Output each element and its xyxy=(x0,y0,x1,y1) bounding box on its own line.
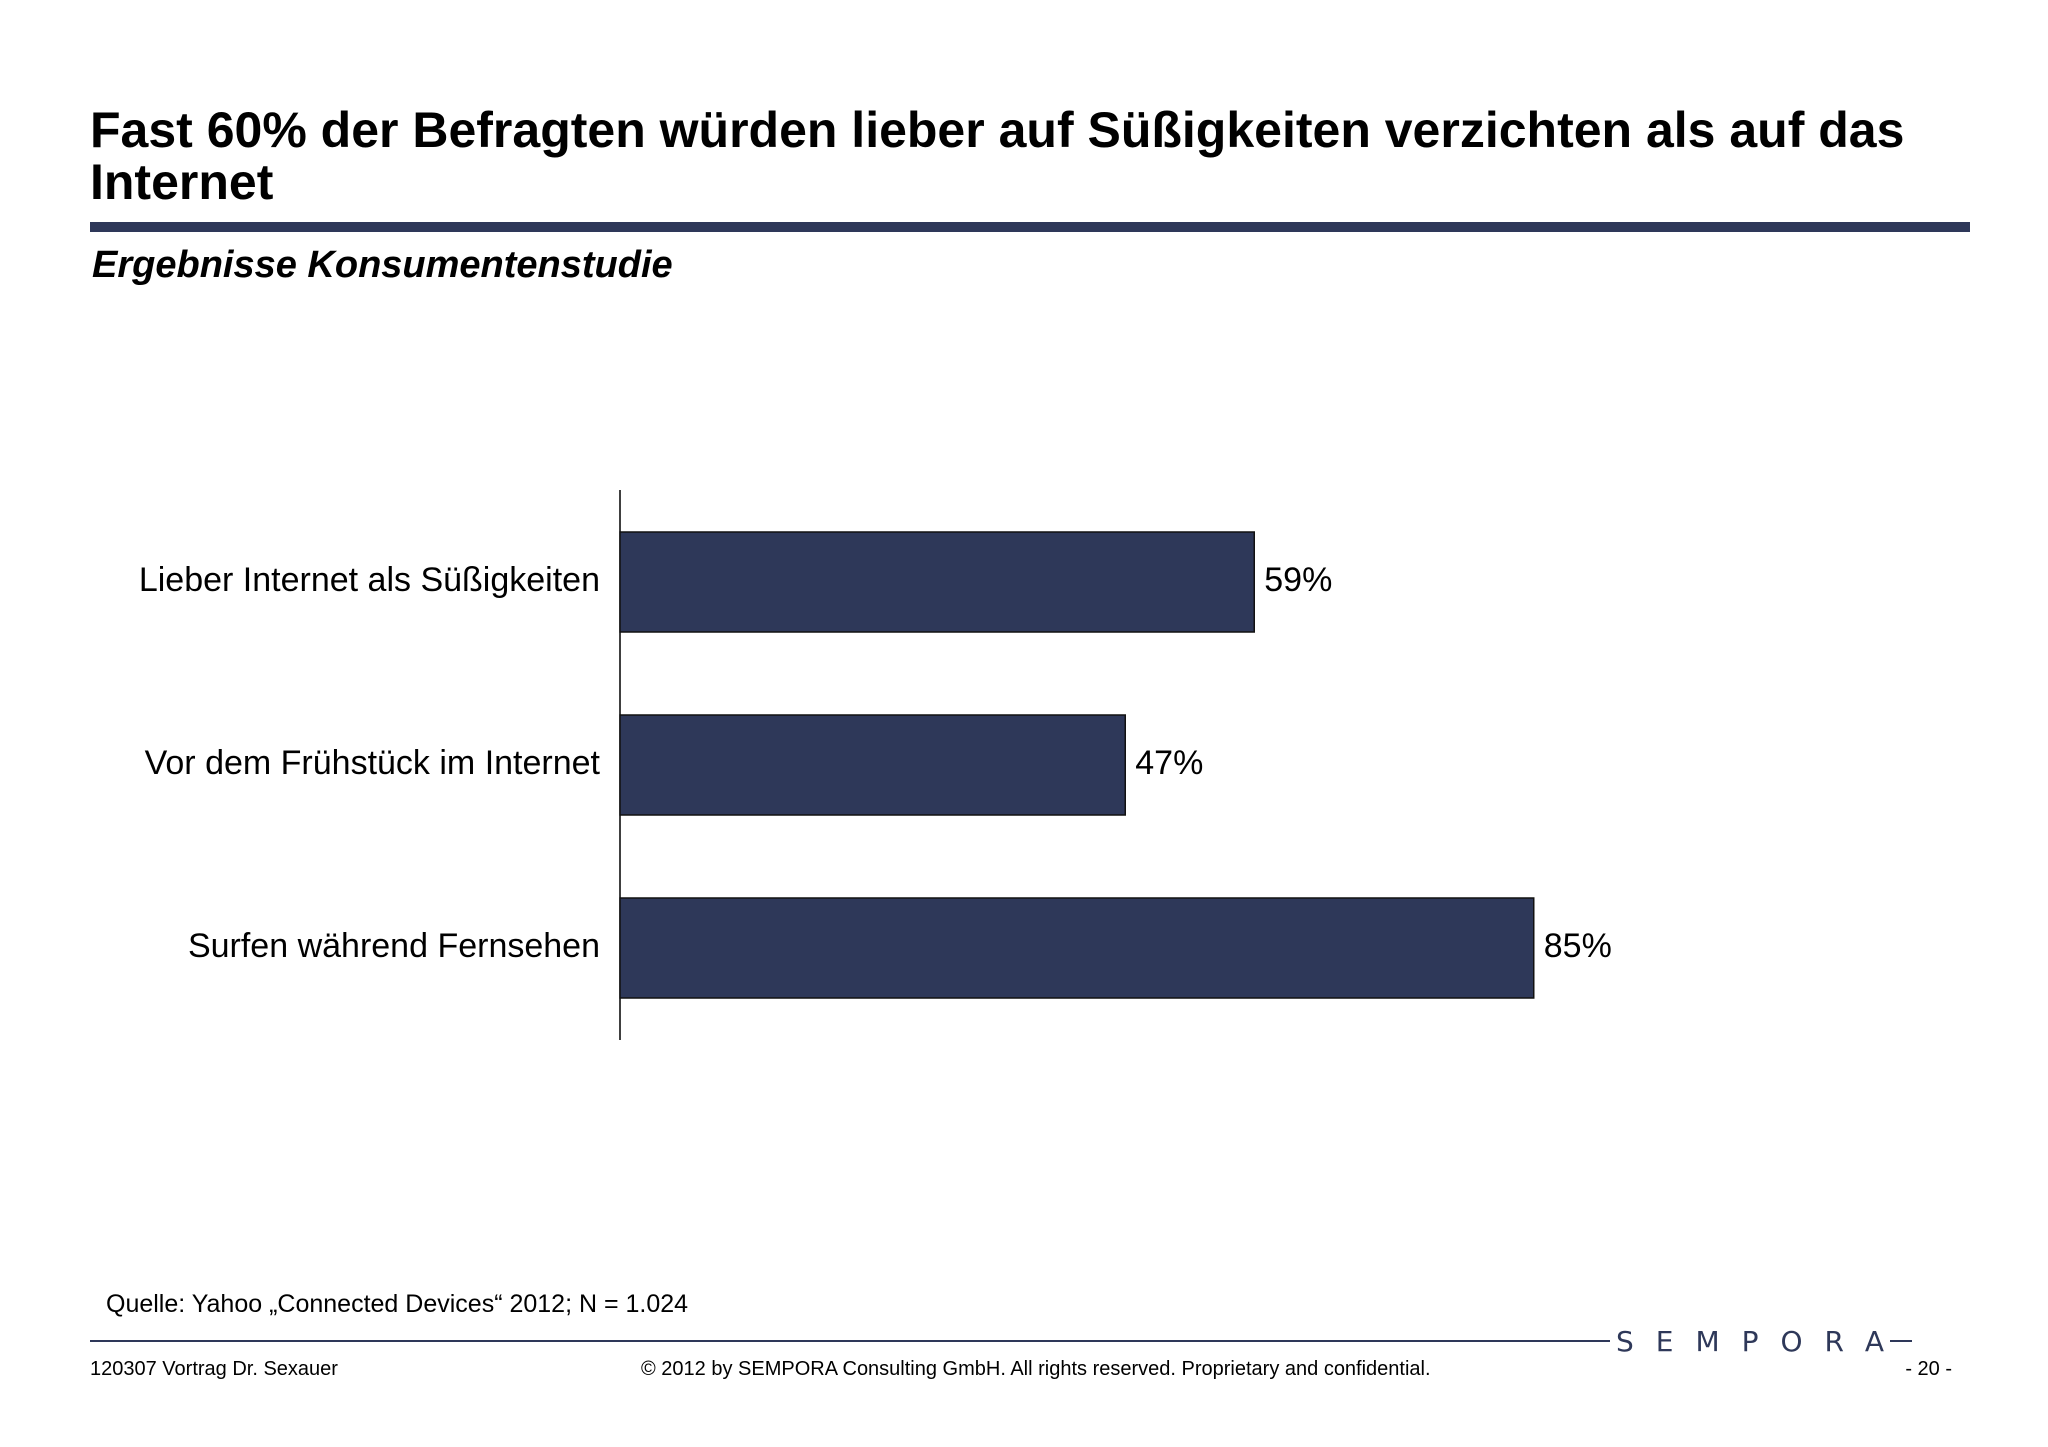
footer-page-number: - 20 - xyxy=(1905,1358,1952,1380)
value-label: 47% xyxy=(1135,744,1203,782)
category-label: Vor dem Frühstück im Internet xyxy=(145,744,601,782)
bar-chart: Lieber Internet als Süßigkeiten 59% Vor de… xyxy=(139,490,1612,1040)
source-note: Quelle: Yahoo „Connected Devices“ 2012; … xyxy=(106,1290,689,1318)
value-label: 85% xyxy=(1544,927,1612,965)
footer-copyright: © 2012 by SEMPORA Consulting GmbH. All r… xyxy=(641,1358,1431,1380)
category-label: Surfen während Fernsehen xyxy=(188,927,600,965)
logo-wordmark: SEMPORA xyxy=(1616,1324,1907,1358)
footer-divider xyxy=(90,1340,1610,1342)
bar xyxy=(619,714,1126,816)
logo-dash xyxy=(1890,1340,1913,1342)
sempora-logo: SEMPORA xyxy=(1616,1321,1913,1361)
bar xyxy=(619,897,1535,999)
category-label: Lieber Internet als Süßigkeiten xyxy=(139,561,600,599)
value-label: 59% xyxy=(1264,561,1332,599)
footer-presentation-id: 120307 Vortrag Dr. Sexauer xyxy=(90,1358,338,1380)
slide-title: Fast 60% der Befragten würden lieber auf… xyxy=(90,102,1905,210)
title-divider xyxy=(90,222,1970,232)
bar xyxy=(619,531,1255,633)
slide-subtitle: Ergebnisse Konsumentenstudie xyxy=(92,244,673,286)
